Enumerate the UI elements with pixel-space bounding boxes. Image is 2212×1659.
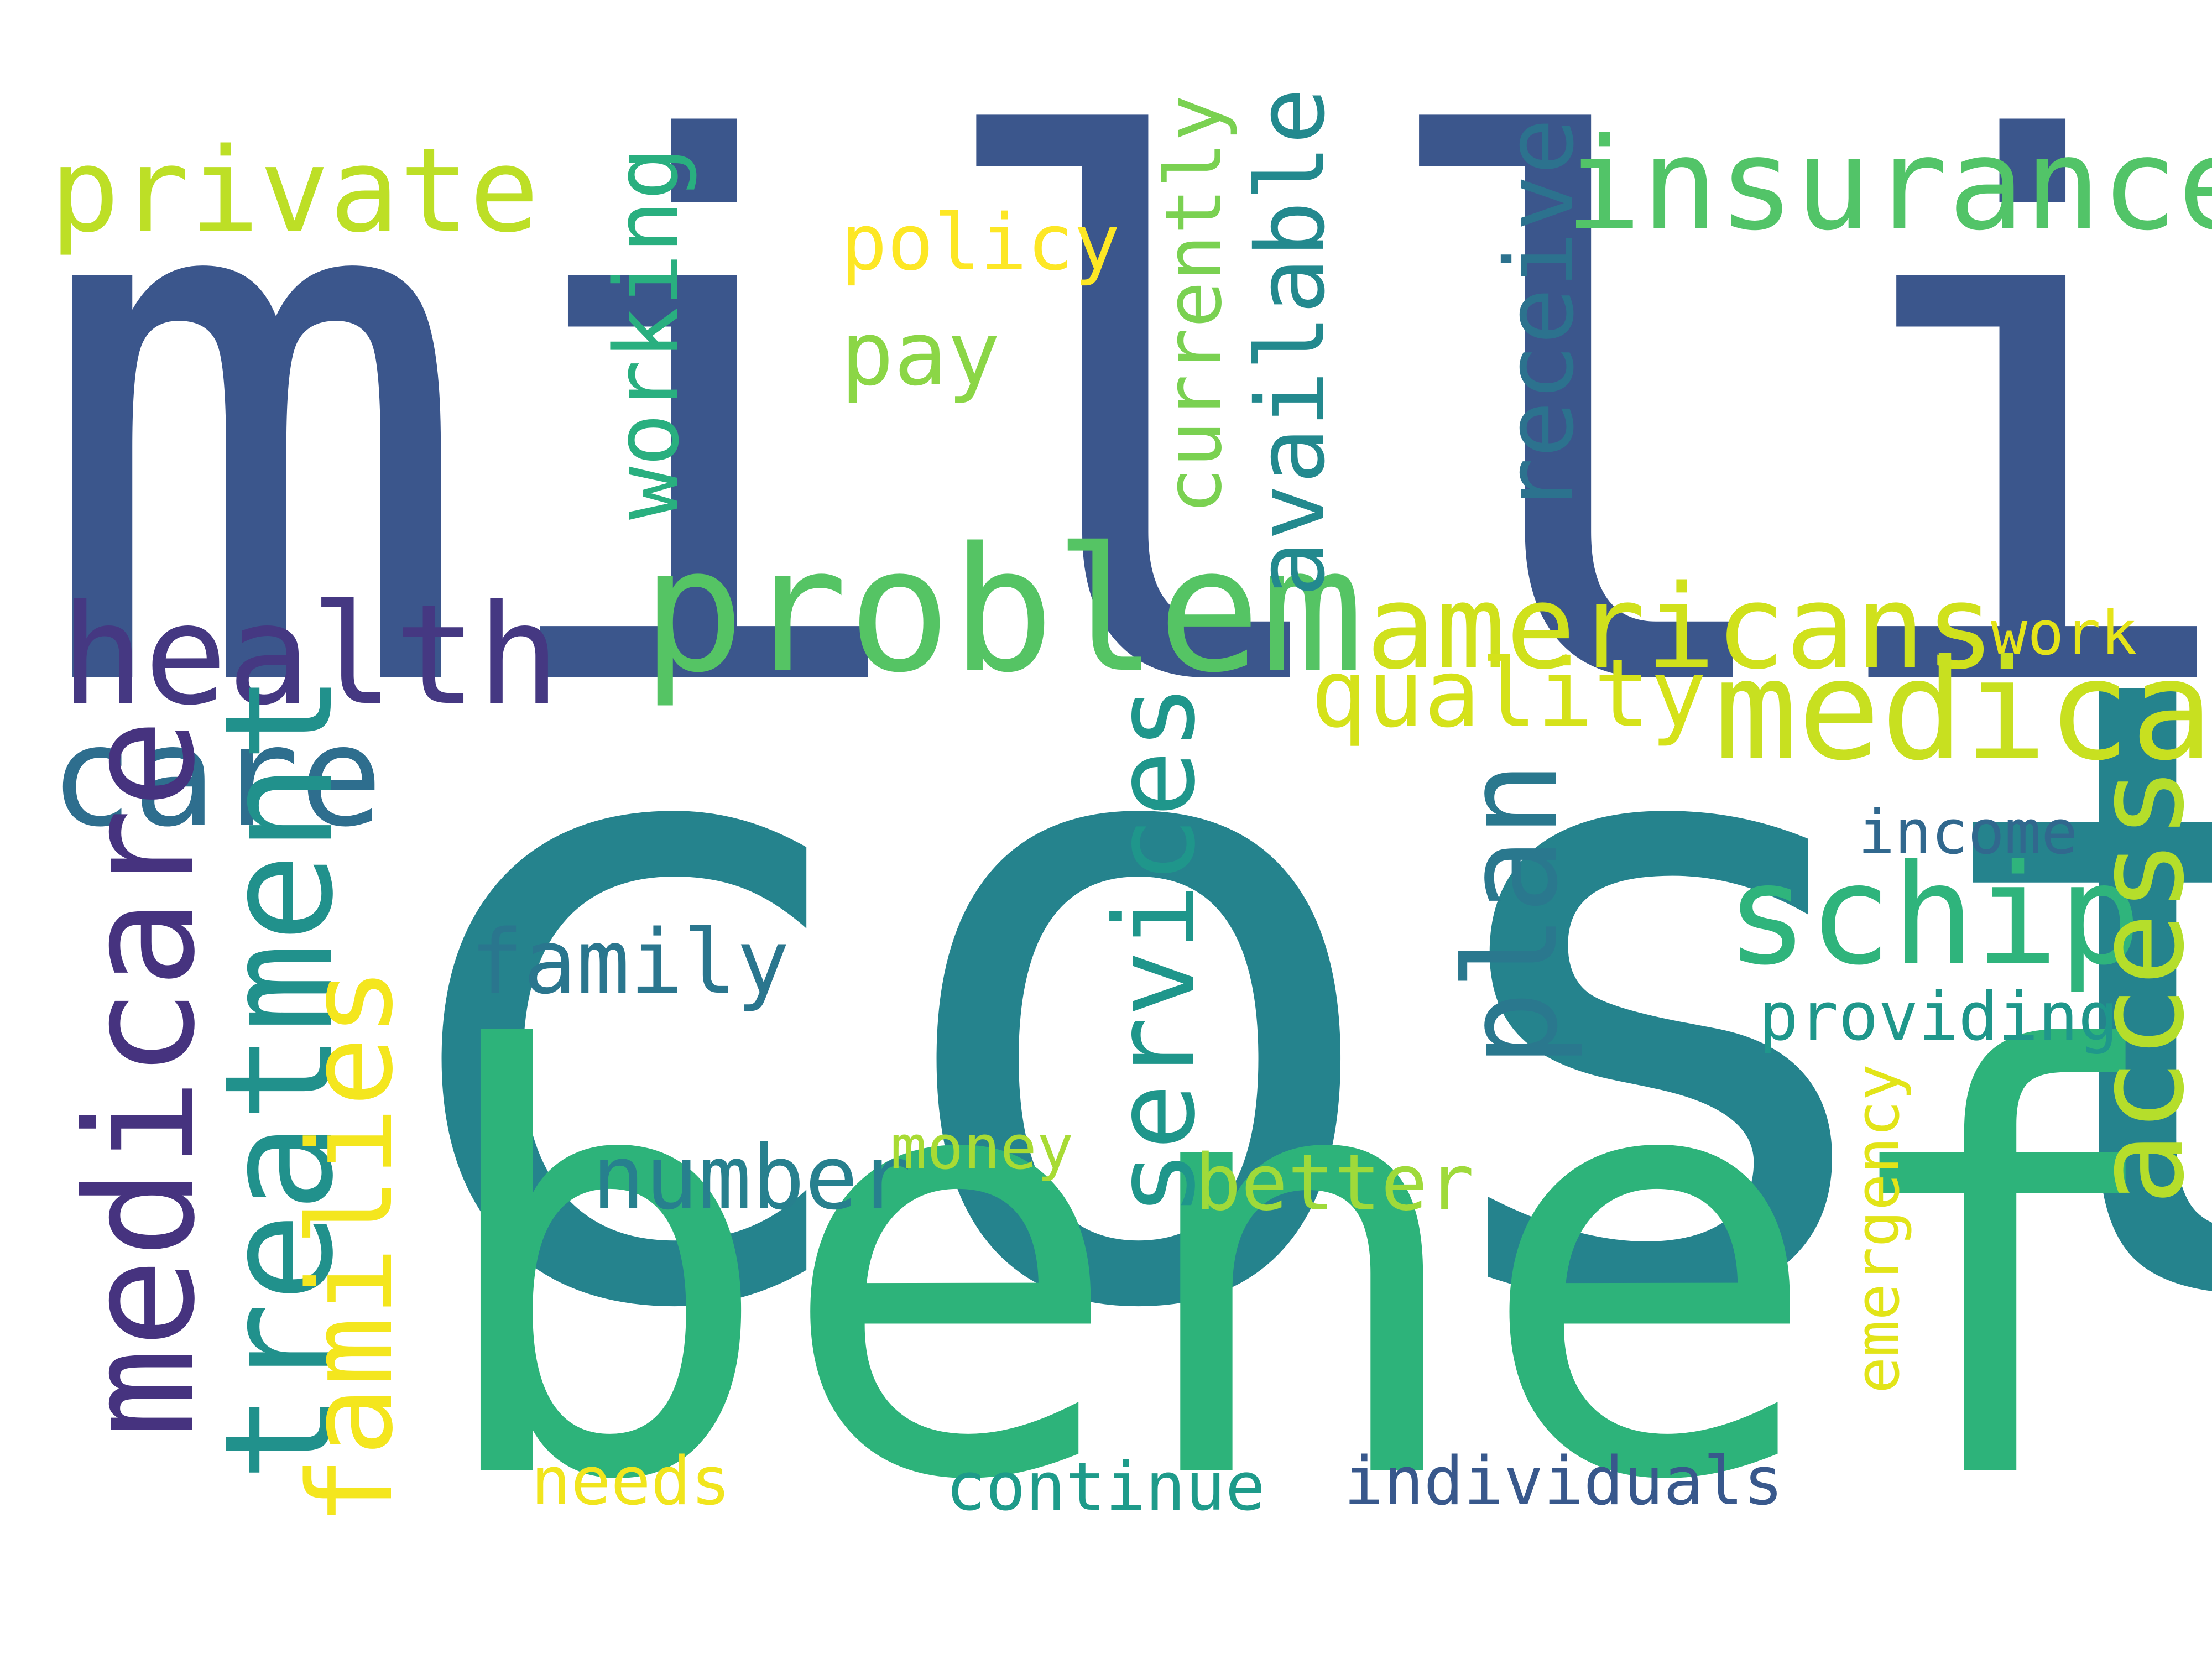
word-pay: pay [841, 302, 1000, 405]
word-medical: medical [1714, 630, 2212, 791]
word-policy: policy [841, 198, 1120, 288]
word-cost: cost [359, 493, 2212, 1498]
word-income: income [1858, 797, 2078, 868]
word-emergency: emergency [1842, 1063, 1913, 1394]
word-available: available [1237, 87, 1346, 597]
word-problem: problem [641, 511, 1364, 711]
word-better: better [1194, 1138, 1474, 1228]
word-providing: providing [1759, 979, 2119, 1056]
word-plan: plan [1438, 761, 1586, 1067]
word-insurance: insurance [1565, 111, 2212, 259]
word-schip: schip [1725, 834, 2142, 995]
word-currently: currently [1149, 95, 1239, 514]
word-money: money [890, 1112, 1074, 1183]
word-receive: receive [1485, 118, 1595, 514]
word-care: care [50, 696, 383, 857]
word-benefit: benefit [426, 931, 2212, 1607]
word-services: services [1091, 684, 1220, 1217]
word-number: number [592, 1126, 911, 1229]
word-health: health [61, 575, 561, 735]
word-million: million [33, 0, 2212, 851]
word-needs: needs [531, 1443, 731, 1520]
word-americans: americans [1366, 560, 1995, 695]
word-working: working [595, 147, 698, 520]
word-quality: quality [1311, 639, 1707, 749]
word-individuals: individuals [1344, 1443, 1783, 1520]
word-work: work [1991, 598, 2137, 669]
word-continue: continue [946, 1449, 1265, 1526]
word-private: private [50, 123, 540, 258]
word-families: families [283, 967, 419, 1526]
word-family: family [470, 910, 790, 1014]
